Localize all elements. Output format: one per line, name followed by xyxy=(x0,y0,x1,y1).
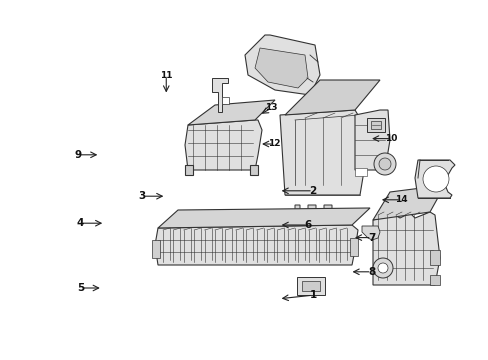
Polygon shape xyxy=(184,120,262,170)
Text: 11: 11 xyxy=(160,71,172,80)
Text: 8: 8 xyxy=(367,267,374,277)
Polygon shape xyxy=(372,185,444,220)
Bar xyxy=(429,250,439,265)
Bar xyxy=(370,121,380,129)
Polygon shape xyxy=(285,80,379,115)
Circle shape xyxy=(373,153,395,175)
Polygon shape xyxy=(372,212,439,285)
Polygon shape xyxy=(254,48,307,88)
Bar xyxy=(222,97,228,104)
Polygon shape xyxy=(244,35,319,95)
Text: 3: 3 xyxy=(138,191,145,201)
Text: 4: 4 xyxy=(77,218,84,228)
Text: 2: 2 xyxy=(309,186,316,196)
Polygon shape xyxy=(361,226,379,240)
Polygon shape xyxy=(414,160,454,198)
Bar xyxy=(354,168,366,176)
Polygon shape xyxy=(354,110,389,170)
Bar xyxy=(429,275,439,285)
Circle shape xyxy=(377,263,387,273)
Circle shape xyxy=(378,158,390,170)
Polygon shape xyxy=(187,100,274,125)
Polygon shape xyxy=(280,110,369,195)
Text: 14: 14 xyxy=(394,195,407,204)
Text: 13: 13 xyxy=(264,104,277,112)
Bar xyxy=(184,165,193,175)
Polygon shape xyxy=(212,78,227,112)
Polygon shape xyxy=(158,208,369,228)
Bar xyxy=(152,240,160,258)
Polygon shape xyxy=(294,205,337,215)
Text: 12: 12 xyxy=(267,139,280,148)
Bar xyxy=(249,165,258,175)
Text: 10: 10 xyxy=(384,134,397,143)
Circle shape xyxy=(422,166,448,192)
Polygon shape xyxy=(155,225,357,265)
Bar xyxy=(296,277,325,295)
Bar xyxy=(366,118,384,132)
Text: 9: 9 xyxy=(75,150,81,160)
Bar xyxy=(302,281,319,291)
Circle shape xyxy=(372,258,392,278)
Text: 7: 7 xyxy=(367,233,375,243)
Text: 1: 1 xyxy=(309,290,316,300)
Text: 6: 6 xyxy=(304,220,311,230)
Text: 5: 5 xyxy=(77,283,84,293)
Bar xyxy=(349,238,357,256)
